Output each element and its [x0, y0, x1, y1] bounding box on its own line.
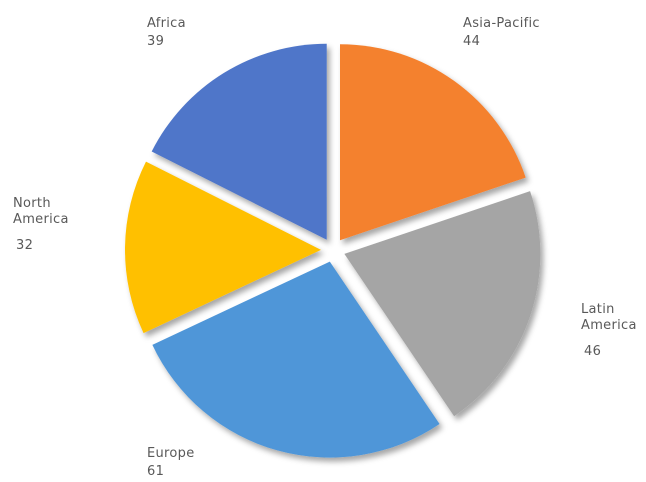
label-value: 32 [16, 238, 34, 253]
label-value: 61 [147, 464, 165, 479]
data-label: Latin America 46 [581, 302, 646, 360]
pie-slice [125, 161, 322, 334]
data-label: Africa 39 [147, 16, 267, 50]
label-value: 46 [584, 344, 602, 359]
label-name: Asia-Pacific [463, 16, 540, 31]
label-value: 44 [463, 34, 481, 49]
pie-slice [344, 191, 541, 417]
label-name: Africa [147, 16, 186, 31]
pie-slice [151, 43, 327, 240]
pie-slice [339, 44, 526, 241]
label-name: Latin America [581, 302, 637, 333]
label-value: 39 [147, 34, 165, 49]
data-label: North America 32 [13, 196, 83, 254]
data-label: Europe 61 [147, 446, 267, 480]
label-name: North America [13, 196, 69, 227]
pie-slice [152, 261, 440, 458]
label-name: Europe [147, 446, 195, 461]
data-label: Asia-Pacific 44 [463, 16, 583, 50]
